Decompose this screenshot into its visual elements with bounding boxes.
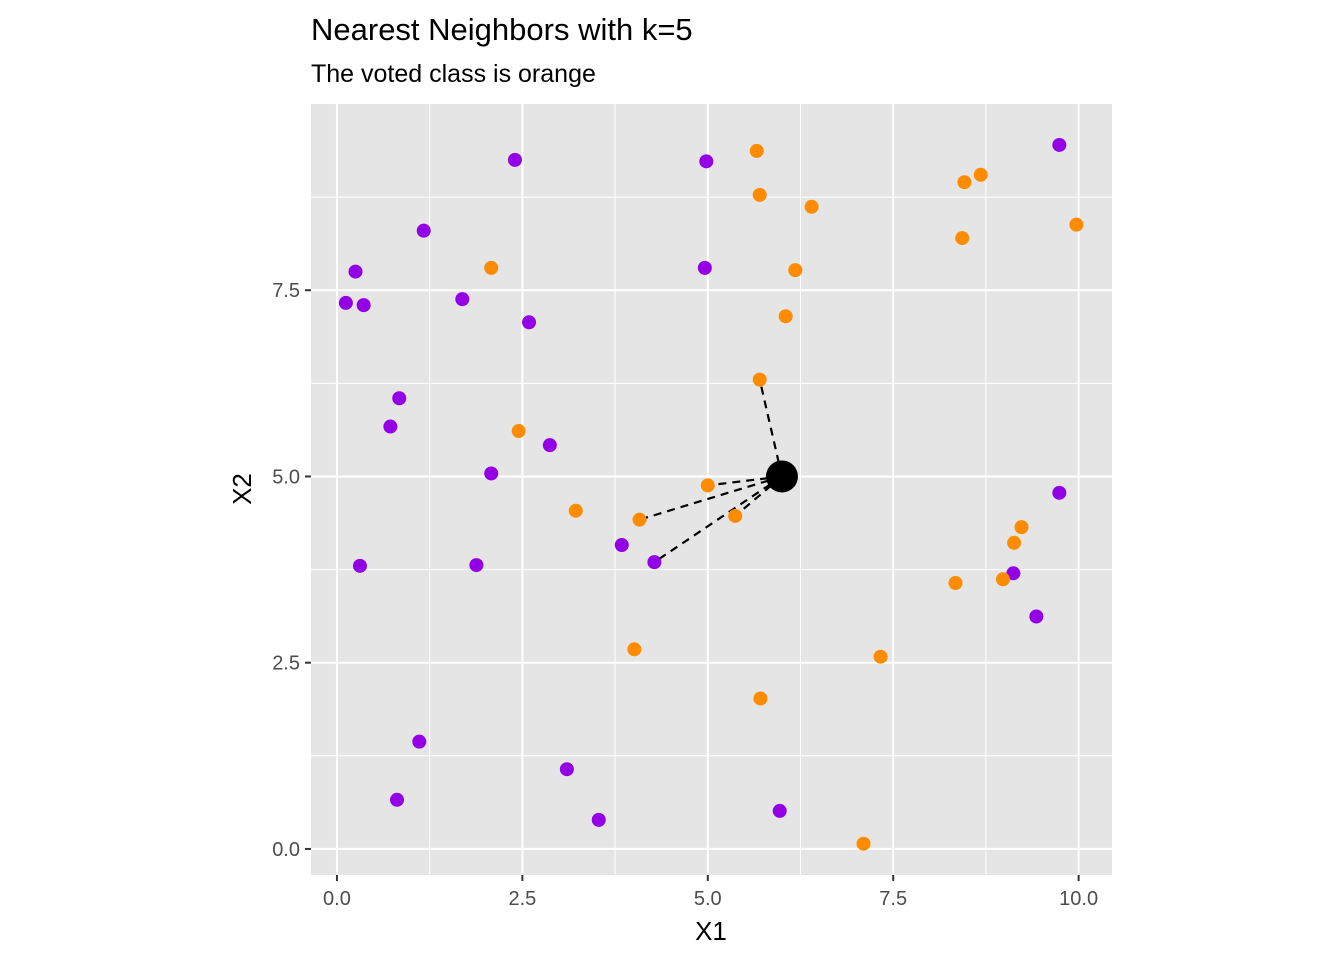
x-tick-label: 5.0 [694,888,722,910]
purple-point [348,264,363,279]
neighbor-line [734,475,783,517]
orange-point [700,478,715,493]
orange-point [955,231,970,246]
x-tick-label: 2.5 [508,888,536,910]
y-tick-label: 0.0 [272,839,300,861]
neighbor-line [639,475,783,521]
purple-point [1006,566,1021,581]
orange-point [973,167,988,182]
orange-point [1007,535,1022,550]
purple-point [559,762,574,777]
purple-point [1029,609,1044,624]
purple-point [469,558,484,573]
neighbor-lines [639,379,784,564]
orange-point [788,263,803,278]
purple-point [352,558,367,573]
purple-point [507,152,522,167]
purple-point [591,812,606,827]
orange-point [948,575,963,590]
orange-point [632,512,647,527]
x-axis-title: X1 [695,916,727,946]
neighbor-line [707,475,783,487]
y-tick-label: 2.5 [272,653,300,675]
purple-point [772,803,787,818]
purple-point [390,792,405,807]
orange-point [873,649,888,664]
purple-point [383,419,398,434]
query-point [765,460,798,493]
orange-point [752,187,767,202]
orange-point [484,260,499,275]
orange-point [1069,217,1084,232]
purple-point [697,260,712,275]
chart-title: Nearest Neighbors with k=5 [311,12,693,47]
orange-point [778,309,793,324]
purple-point [1052,137,1067,152]
y-axis-title: X2 [227,473,257,505]
purple-point [522,315,537,330]
orange-point [752,372,767,387]
purple-point [484,466,499,481]
data-points [338,137,1084,851]
purple-point [614,537,629,552]
purple-point [392,391,407,406]
purple-point [416,223,431,238]
y-tick-label: 7.5 [272,280,300,302]
purple-point [647,555,662,570]
y-tick-label: 5.0 [272,466,300,488]
orange-point [749,143,764,158]
purple-point [338,295,353,310]
purple-point [1052,485,1067,500]
neighbor-line [758,379,784,477]
purple-point [455,292,470,307]
orange-point [728,508,743,523]
chart-subtitle: The voted class is orange [311,60,596,88]
purple-point [699,154,714,169]
orange-point [627,642,642,657]
x-tick-label: 0.0 [323,888,351,910]
purple-point [356,298,371,313]
orange-point [957,175,972,190]
orange-point [568,503,583,518]
purple-point [412,734,427,749]
x-tick-label: 7.5 [879,888,907,910]
orange-point [1014,520,1029,535]
axes: 0.0 2.5 5.0 7.5 10.0 0.0 2.5 5.0 7.5 [272,280,1098,910]
neighbor-line [653,475,783,564]
x-tick-label: 10.0 [1059,888,1098,910]
orange-point [753,691,768,706]
orange-point [995,572,1010,587]
orange-point [856,836,871,851]
orange-point [804,199,819,214]
purple-point [542,438,557,453]
orange-point [511,424,526,439]
